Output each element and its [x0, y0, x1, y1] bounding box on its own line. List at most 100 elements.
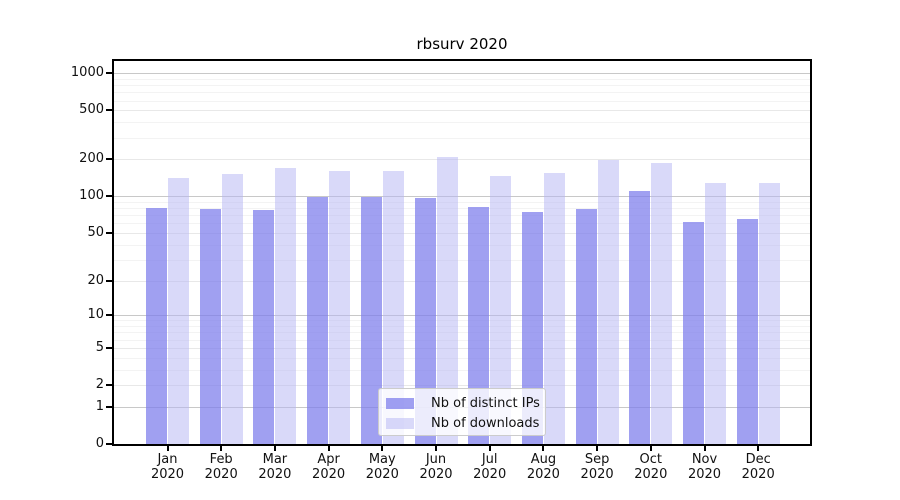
plot-border-right: [810, 59, 812, 446]
bar-distinct-ips-oct: [629, 191, 651, 444]
y-tick-label: 0: [95, 436, 104, 451]
x-tick-label: May 2020: [365, 452, 399, 482]
minor-gridline: [114, 332, 810, 334]
gridline: [114, 385, 810, 387]
gridline: [114, 232, 810, 234]
x-tick: [596, 446, 599, 451]
legend-label-distinct-ips: Nb of distinct IPs: [431, 395, 540, 411]
bar-downloads-oct: [651, 163, 673, 444]
minor-gridline: [114, 78, 810, 80]
x-tick-label: Jul 2020: [473, 452, 507, 482]
bar-distinct-ips-feb: [199, 209, 221, 444]
chart-title: rbsurv 2020: [416, 35, 508, 53]
bar-downloads-jan: [168, 178, 189, 444]
legend: Nb of distinct IPs Nb of downloads: [378, 388, 546, 436]
minor-gridline: [114, 92, 810, 94]
minor-gridline: [114, 326, 810, 328]
legend-swatch-downloads: [386, 417, 414, 429]
bar-downloads-mar: [275, 168, 297, 444]
legend-label-downloads: Nb of downloads: [431, 415, 540, 431]
bar-distinct-ips-apr: [307, 197, 329, 444]
x-tick: [327, 446, 330, 451]
minor-gridline: [114, 259, 810, 261]
legend-item: Nb of distinct IPs: [379, 393, 545, 413]
gridline: [114, 73, 810, 75]
x-tick: [166, 446, 169, 451]
x-tick: [435, 446, 437, 451]
gridline: [114, 315, 810, 317]
x-tick-label: Apr 2020: [312, 452, 346, 482]
minor-gridline: [114, 357, 810, 359]
bar-distinct-ips-nov: [683, 221, 704, 444]
x-tick: [381, 446, 384, 451]
minor-gridline: [114, 208, 810, 210]
bar-distinct-ips-jun: [414, 198, 436, 444]
gridline: [114, 280, 810, 282]
x-tick-label: Oct 2020: [634, 452, 668, 482]
bar-downloads-may: [382, 170, 404, 444]
legend-swatch-distinct-ips: [386, 397, 414, 409]
x-tick: [488, 446, 491, 451]
bar-distinct-ips-dec: [736, 219, 758, 444]
x-tick-label: Mar 2020: [258, 452, 292, 482]
bar-downloads-feb: [221, 173, 243, 444]
bar-distinct-ips-mar: [253, 210, 275, 444]
minor-gridline: [114, 339, 810, 341]
y-tick: [106, 158, 112, 161]
minor-gridline: [114, 369, 810, 371]
bar-downloads-nov: [705, 183, 726, 444]
bar-downloads-dec: [758, 183, 780, 444]
y-tick-label: 1000: [70, 65, 104, 81]
minor-gridline: [114, 100, 810, 102]
x-axis-line: [112, 444, 812, 446]
bar-distinct-ips-jul: [468, 206, 490, 444]
gridline: [114, 347, 810, 349]
gridline: [114, 196, 810, 198]
y-tick: [106, 346, 112, 349]
y-tick-label: 2: [95, 377, 104, 393]
y-tick: [106, 443, 112, 445]
y-tick-label: 500: [79, 102, 104, 118]
y-tick: [106, 109, 112, 112]
y-tick: [106, 231, 112, 234]
y-tick-label: 10: [87, 307, 104, 323]
x-tick-label: Dec 2020: [741, 452, 775, 482]
bar-distinct-ips-jan: [146, 208, 167, 444]
minor-gridline: [114, 85, 810, 87]
minor-gridline: [114, 201, 810, 203]
y-tick: [106, 384, 112, 387]
minor-gridline: [114, 215, 810, 217]
x-tick-label: Jan 2020: [150, 452, 185, 482]
y-tick: [106, 195, 112, 198]
plot-border-top: [112, 59, 812, 61]
bar-distinct-ips-may: [360, 197, 382, 444]
y-axis-line: [112, 59, 114, 446]
bar-downloads-jul: [490, 176, 512, 444]
x-tick-label: Jun 2020: [419, 452, 453, 482]
y-tick: [106, 279, 112, 282]
minor-gridline: [114, 320, 810, 322]
y-tick-label: 50: [87, 224, 104, 240]
bar-distinct-ips-sep: [575, 208, 597, 444]
bar-downloads-sep: [597, 159, 619, 444]
plot-area: [114, 60, 810, 444]
y-tick: [106, 405, 112, 408]
y-tick-label: 20: [87, 272, 104, 288]
bar-downloads-jun: [436, 156, 458, 444]
minor-gridline: [114, 244, 810, 246]
x-tick-label: Nov 2020: [687, 452, 722, 482]
x-tick: [273, 446, 276, 451]
x-tick-label: Feb 2020: [204, 452, 238, 482]
gridline: [114, 110, 810, 112]
minor-gridline: [114, 122, 810, 124]
bar-downloads-apr: [329, 170, 351, 444]
x-tick: [703, 446, 706, 451]
bar-distinct-ips-aug: [521, 211, 543, 444]
x-tick-label: Sep 2020: [580, 452, 614, 482]
gridline: [114, 159, 810, 161]
y-tick: [106, 314, 112, 317]
y-tick-label: 200: [79, 151, 104, 167]
minor-gridline: [114, 137, 810, 139]
y-tick-label: 100: [79, 188, 104, 204]
